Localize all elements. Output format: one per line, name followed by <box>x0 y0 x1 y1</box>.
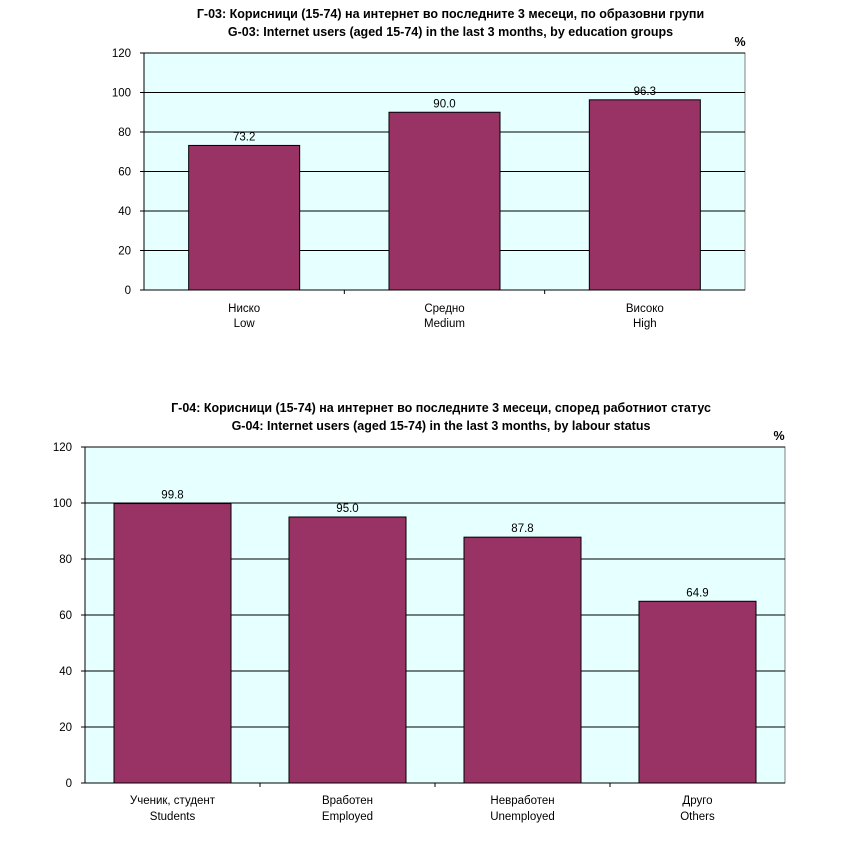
bar <box>463 536 582 784</box>
x-tick-label: Ниско <box>228 303 260 315</box>
x-tick-label: Ученик, студент <box>130 795 216 807</box>
x-tick-label: Others <box>680 811 715 823</box>
y-tick-label: 80 <box>59 554 72 566</box>
chart-subtitle: G-04: Internet users (aged 15-74) in the… <box>232 419 651 433</box>
y-tick-label: 120 <box>112 48 131 60</box>
data-label: 99.8 <box>161 490 183 502</box>
y-tick-label: 120 <box>53 442 72 454</box>
y-tick-label: 100 <box>112 88 131 100</box>
x-tick-label: Средно <box>424 303 464 315</box>
data-label: 95.0 <box>336 503 358 515</box>
y-tick-label: 60 <box>59 610 72 622</box>
data-label: 96.3 <box>634 86 656 98</box>
data-label: 64.9 <box>686 587 708 599</box>
x-tick-label: Невработен <box>490 795 554 807</box>
x-tick-label: Students <box>150 811 196 823</box>
unit-label: % <box>734 35 745 49</box>
y-tick-label: 80 <box>118 127 131 139</box>
bar <box>288 516 407 784</box>
y-tick-label: 20 <box>59 722 72 734</box>
unit-label: % <box>773 429 784 443</box>
y-tick-label: 20 <box>118 246 131 258</box>
x-tick-label: Employed <box>322 811 373 823</box>
data-label: 73.2 <box>233 131 255 143</box>
bar <box>638 600 757 784</box>
data-label: 90.0 <box>433 98 455 110</box>
y-tick-label: 0 <box>66 778 72 790</box>
chart-title: Г-03: Корисници (15-74) на интернет во п… <box>197 7 704 21</box>
x-tick-label: Unemployed <box>490 811 555 823</box>
x-tick-label: High <box>633 318 657 330</box>
chart-title: Г-04: Корисници (15-74) на интернет во п… <box>171 401 711 415</box>
bar <box>388 111 501 291</box>
y-tick-label: 0 <box>125 285 131 297</box>
data-label: 87.8 <box>511 523 533 535</box>
bar <box>113 503 232 784</box>
y-tick-label: 40 <box>59 666 72 678</box>
x-tick-label: Друго <box>682 795 712 807</box>
bar <box>588 99 701 291</box>
chart-1: Г-03: Корисници (15-74) на интернет во п… <box>112 7 746 330</box>
x-tick-label: Medium <box>424 318 465 330</box>
x-tick-label: Вработен <box>322 795 373 807</box>
y-tick-label: 60 <box>118 167 131 179</box>
y-tick-label: 100 <box>53 498 72 510</box>
bar <box>188 144 301 291</box>
chart-2: Г-04: Корисници (15-74) на интернет во п… <box>53 401 786 823</box>
y-tick-label: 40 <box>118 206 131 218</box>
x-tick-label: Високо <box>626 303 664 315</box>
x-tick-label: Low <box>234 318 256 330</box>
chart-subtitle: G-03: Internet users (aged 15-74) in the… <box>228 25 673 39</box>
